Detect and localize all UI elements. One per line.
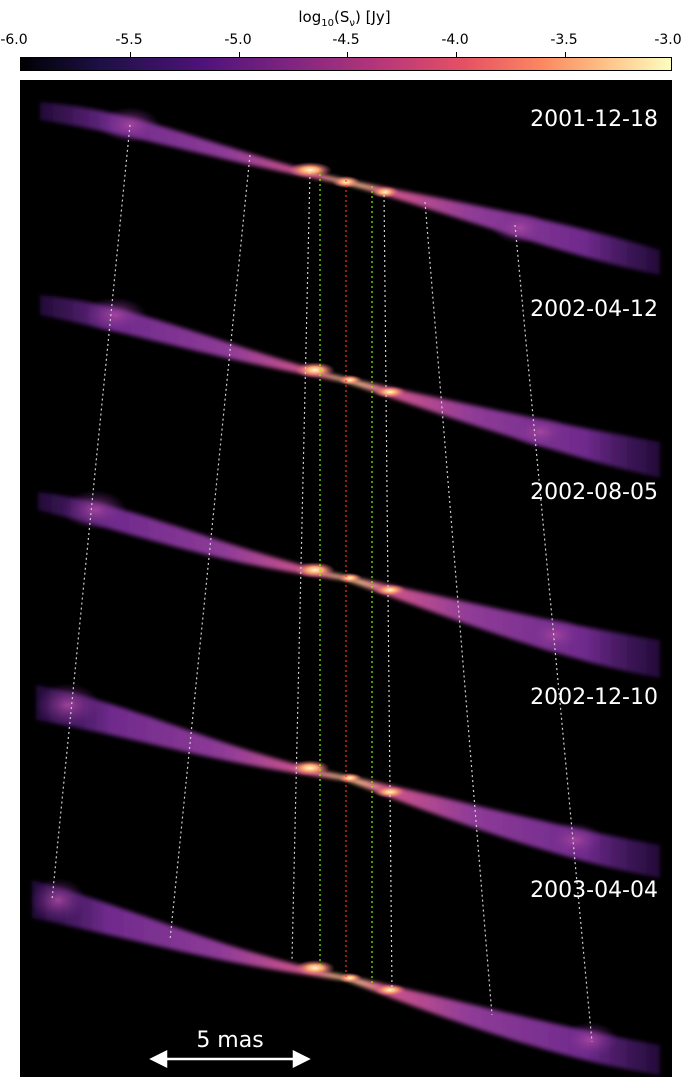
colorbar-tick-label: -4.5: [332, 32, 360, 48]
scale-bar-label: 5 mas: [196, 1028, 264, 1053]
colorbar-tick-label: -3.5: [550, 32, 578, 48]
jet-epoch-3: [38, 490, 660, 678]
colorbar-tick: [239, 52, 240, 58]
jet-images: [30, 102, 660, 1075]
colorbar-tick-label: -5.0: [224, 32, 252, 48]
epoch-date-label: 2002-04-12: [530, 297, 658, 322]
jet-image-panel: 2001-12-18 2002-04-12 2002-08-05 2002-12…: [20, 80, 672, 1077]
tracking-line: [383, 189, 393, 993]
tracking-line: [291, 171, 311, 961]
epoch-date-label: 2001-12-18: [530, 107, 658, 132]
epoch-date-label: 2003-04-04: [530, 878, 658, 903]
colorbar-title: log10(Sν) [Jy]: [298, 8, 391, 29]
jet-epoch-4: [36, 683, 660, 878]
epoch-date-label: 2002-08-05: [530, 480, 658, 505]
tracking-line: [169, 154, 251, 941]
scale-bar: [149, 1049, 311, 1069]
colorbar-tick: [347, 52, 348, 58]
tracking-line: [424, 201, 493, 1016]
colorbar-tick-label: -3.0: [654, 32, 682, 48]
colorbar-tick: [130, 52, 131, 58]
colorbar: [20, 52, 672, 71]
colorbar-tick: [565, 52, 566, 58]
tracking-lines: [51, 124, 593, 1043]
jet-epoch-2: [40, 295, 660, 478]
colorbar-tick: [456, 52, 457, 58]
jet-epoch-5: [30, 878, 660, 1075]
colorbar-tick-label: -5.5: [115, 32, 143, 48]
epoch-date-label: 2002-12-10: [530, 685, 658, 710]
colorbar-tick-label: -4.0: [441, 32, 469, 48]
tracking-line: [514, 224, 593, 1043]
colorbar-tick-label: -6.0: [0, 32, 28, 48]
